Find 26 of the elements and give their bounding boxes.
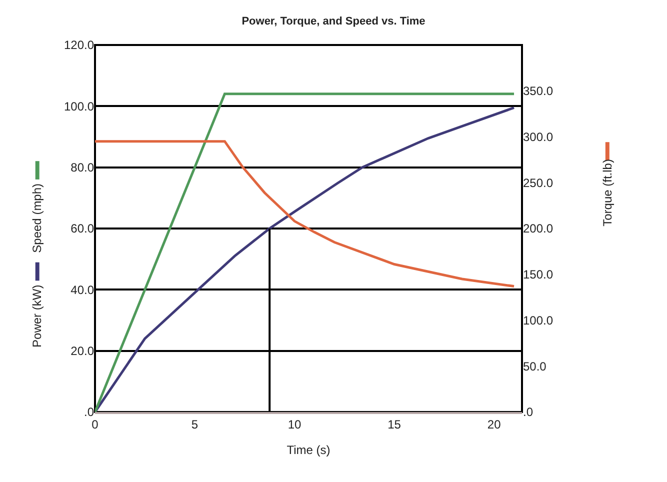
y2-tick-label: 350.0 [523,84,554,98]
line-series [95,140,516,288]
y-tick-label: .0 [84,405,94,420]
x-tick-label: 20 [487,417,502,432]
legend-label: Torque (ft.lb) [600,159,614,226]
legend-label: Speed (mph) [30,183,44,253]
legend-label: Power (kW) [30,284,44,348]
x-axis-title: Time (s) [286,442,330,457]
y2-tick-label: .0 [523,405,534,420]
y-tick-label: 100.0 [64,99,94,114]
y-tick-label: 120.0 [64,38,94,52]
y2-tick-label: 100.0 [523,313,554,328]
y2-tick-label: 250.0 [523,176,554,190]
y-tick-label: 80.0 [70,160,94,175]
chart-title: Power, Torque, and Speed vs. Time [242,16,426,28]
x-tick-label: 10 [288,417,302,432]
y2-tick-label: 200.0 [523,222,554,236]
y-tick-label: 60.0 [70,222,94,236]
y2-tick-label: 150.0 [523,268,554,282]
y2-tick-label: 300.0 [523,130,554,144]
x-tick-label: 0 [92,417,99,432]
y2-tick-label: 50.0 [523,359,547,374]
x-tick-label: 15 [388,417,402,432]
y-tick-label: 20.0 [70,344,94,358]
x-tick-label: 5 [191,417,198,432]
y-tick-label: 40.0 [70,282,94,297]
